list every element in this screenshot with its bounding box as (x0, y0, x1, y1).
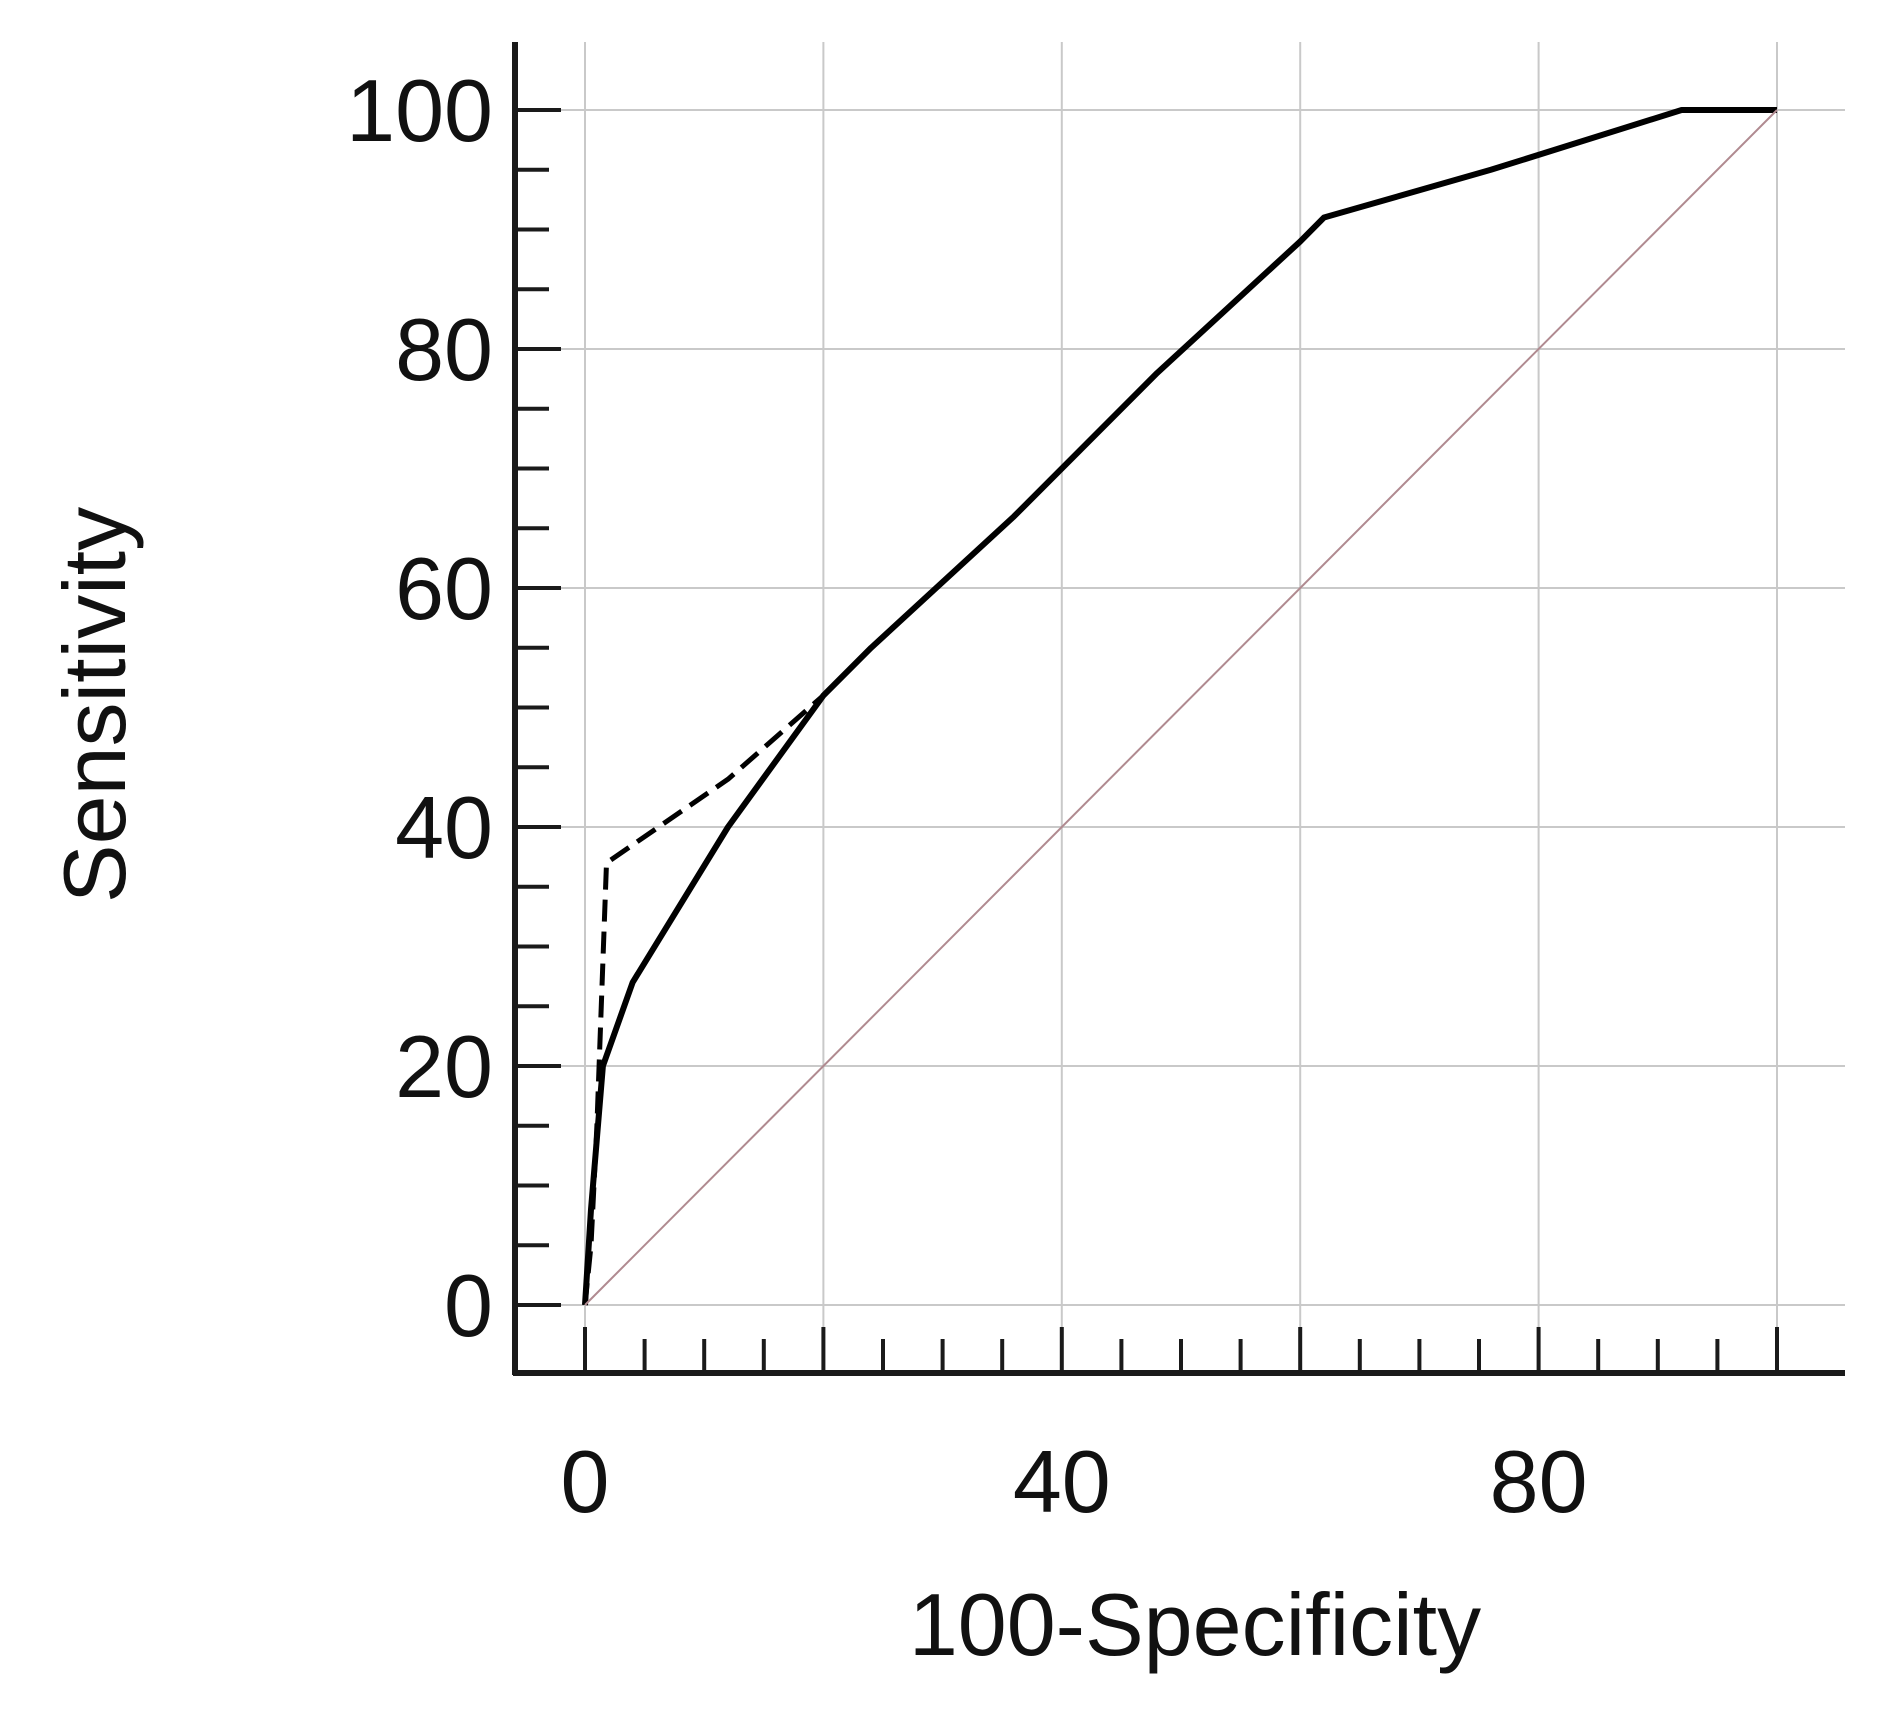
roc-curve-dashed (582, 107, 1777, 1306)
series (582, 107, 1778, 1306)
x-tick-label: 40 (1013, 1432, 1111, 1531)
y-tick-label: 0 (444, 1256, 493, 1355)
y-axis-label: Sensitivity (45, 507, 144, 903)
y-tick-label: 80 (395, 300, 493, 399)
y-tick-label: 20 (395, 1017, 493, 1116)
tick-labels: 0 20 40 60 80 100 0 40 80 (346, 61, 1587, 1531)
y-tick-label: 60 (395, 539, 493, 638)
y-tick-label: 40 (395, 778, 493, 877)
x-tick-label: 0 (561, 1432, 610, 1531)
x-tick-label: 80 (1490, 1432, 1588, 1531)
x-axis-label: 100-Specificity (909, 1575, 1481, 1674)
y-tick-label: 100 (346, 61, 493, 160)
reference-diagonal (584, 109, 1778, 1306)
grid (515, 42, 1845, 1373)
ticks (515, 108, 1779, 1373)
